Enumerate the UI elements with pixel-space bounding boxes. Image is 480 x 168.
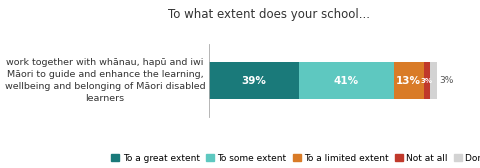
Bar	[394, 62, 423, 99]
Text: 39%: 39%	[241, 76, 266, 86]
Bar	[299, 62, 394, 99]
Text: 3%: 3%	[421, 78, 433, 84]
Text: 3%: 3%	[439, 76, 454, 85]
Text: 13%: 13%	[396, 76, 421, 86]
Text: 41%: 41%	[334, 76, 359, 86]
Text: To what extent does your school...: To what extent does your school...	[168, 8, 370, 21]
Bar	[209, 62, 299, 99]
Legend: To a great extent, To some extent, To a limited extent, Not at all, Don't know: To a great extent, To some extent, To a …	[108, 150, 480, 166]
Bar	[423, 62, 431, 99]
Bar	[431, 62, 437, 99]
Text: work together with whānau, hapū and iwi
Māori to guide and enhance the learning,: work together with whānau, hapū and iwi …	[5, 58, 205, 103]
